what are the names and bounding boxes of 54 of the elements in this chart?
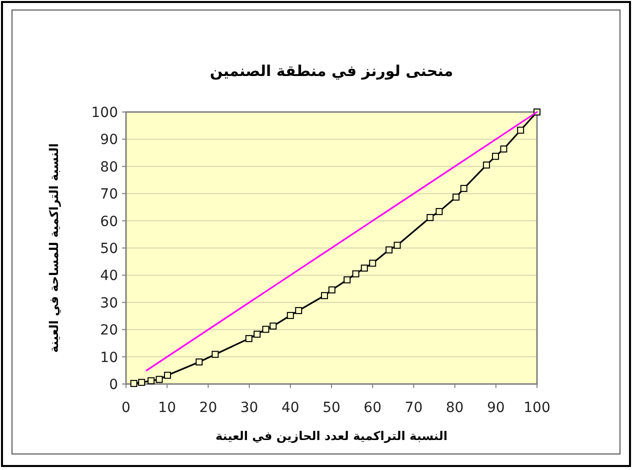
point bbox=[245, 335, 252, 342]
point bbox=[148, 377, 155, 384]
x-tick-label: 0 bbox=[122, 400, 130, 416]
point bbox=[436, 208, 443, 216]
y-tick-label: 80 bbox=[100, 159, 118, 176]
x-tick-label: 60 bbox=[364, 400, 382, 416]
y-tick-label: 100 bbox=[91, 105, 118, 121]
y-tick-label: 40 bbox=[100, 268, 118, 284]
point bbox=[386, 246, 393, 254]
chart-title: منحنى لورنز في منطقة الصنمين bbox=[210, 62, 454, 80]
y-tick-label: 90 bbox=[100, 132, 118, 148]
point bbox=[500, 145, 508, 152]
point bbox=[482, 162, 490, 169]
point bbox=[344, 276, 351, 284]
point bbox=[492, 152, 499, 160]
point bbox=[394, 242, 401, 249]
x-tick-label: 80 bbox=[446, 400, 464, 416]
point bbox=[196, 358, 203, 366]
point bbox=[452, 194, 460, 201]
point bbox=[426, 214, 434, 222]
y-tick-label: 50 bbox=[100, 241, 118, 257]
x-tick-label: 70 bbox=[404, 400, 423, 416]
y-tick-label: 70 bbox=[100, 186, 118, 203]
y-axis-title: النسبة التراكمية للمساحة في العينة bbox=[47, 143, 61, 353]
point bbox=[156, 376, 163, 383]
point bbox=[369, 260, 376, 267]
y-tick-label: 20 bbox=[100, 322, 118, 339]
point bbox=[360, 264, 368, 272]
point bbox=[517, 126, 524, 134]
point bbox=[164, 372, 172, 379]
x-tick-label: 40 bbox=[281, 400, 300, 416]
x-tick-label: 100 bbox=[524, 400, 550, 416]
point bbox=[254, 330, 261, 338]
point bbox=[295, 307, 302, 314]
point bbox=[138, 378, 146, 386]
y-tick-label: 30 bbox=[100, 295, 118, 312]
x-tick-label: 30 bbox=[240, 400, 258, 416]
y-tick-label: 60 bbox=[100, 214, 118, 230]
y-tick-label: 10 bbox=[100, 350, 118, 366]
point bbox=[130, 380, 138, 387]
point bbox=[352, 270, 360, 278]
x-tick-label: 50 bbox=[322, 400, 340, 416]
x-tick-label: 10 bbox=[158, 400, 176, 416]
point bbox=[321, 292, 328, 300]
x-axis-title: النسبة التراكمية لعدد الحازين في العينة bbox=[216, 429, 448, 443]
x-tick-label: 90 bbox=[486, 400, 505, 416]
point bbox=[212, 350, 219, 358]
point bbox=[262, 326, 270, 333]
point bbox=[270, 322, 277, 330]
y-tick-label: 0 bbox=[109, 377, 118, 393]
point bbox=[460, 184, 468, 192]
x-tick-label: 20 bbox=[199, 400, 218, 416]
point bbox=[328, 286, 336, 294]
point bbox=[286, 312, 294, 319]
